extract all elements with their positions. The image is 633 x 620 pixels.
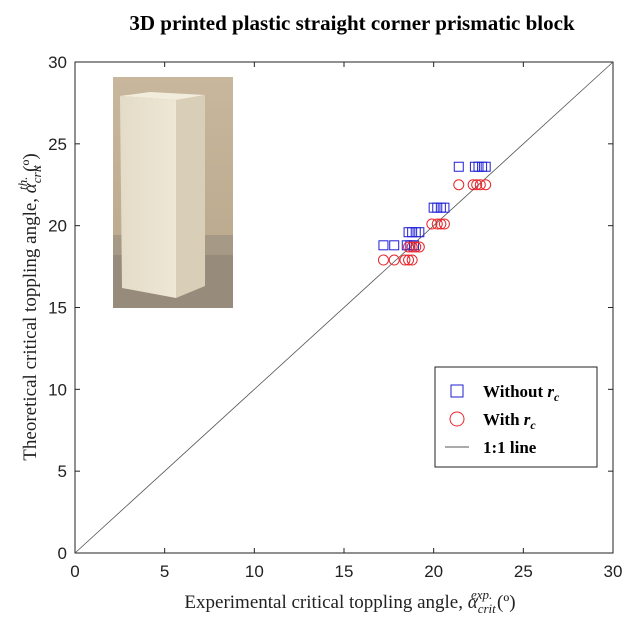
y-tick-label: 5 [58,462,67,481]
legend-subscript: c [530,418,536,432]
point [389,255,399,265]
legend-name: With [483,410,524,429]
x-tick-label: 10 [245,562,264,581]
point [454,180,464,190]
label-text: Experimental critical toppling angle, [184,592,467,613]
legend-label: Without rc [483,382,560,404]
y-tick-label: 25 [48,135,67,154]
chart: 3D printed plastic straight corner prism… [0,0,633,620]
point [454,162,463,171]
legend-name: With r [483,410,531,429]
y-tick-label: 20 [48,217,67,236]
legend-subscript: c [554,390,560,404]
legend-label: 1:1 line [483,438,537,457]
point [390,241,399,250]
y-axis-label: Theoretical critical toppling angle, αcr… [15,153,44,460]
axis-label-text: Experimental critical toppling angle, αc… [184,587,515,616]
legend-name: Without r [483,382,554,401]
label-superscript: exp. [471,587,492,602]
legend-label: With rc [483,410,536,432]
x-tick-label: 30 [604,562,623,581]
x-tick-label: 0 [70,562,79,581]
axis-label-text: Theoretical critical toppling angle, αcr… [15,153,44,460]
x-tick-label: 5 [160,562,169,581]
label-unit: (º) [20,153,41,176]
x-tick-label: 25 [514,562,533,581]
x-tick-label: 15 [335,562,354,581]
y-tick-label: 0 [58,544,67,563]
label-superscript: th. [15,177,30,190]
photo-inset [113,77,233,308]
point [378,255,388,265]
point [379,241,388,250]
y-tick-label: 10 [48,380,67,399]
x-axis-label: Experimental critical toppling angle, αc… [184,587,515,616]
series [378,180,490,265]
legend-name: Without [483,382,547,401]
x-tick-label: 20 [424,562,443,581]
y-tick-label: 15 [48,299,67,318]
label-text: Theoretical critical toppling angle, [20,193,41,460]
series [379,162,490,250]
label-unit: (º) [492,592,515,613]
y-tick-label: 30 [48,53,67,72]
chart-title: 3D printed plastic straight corner prism… [129,11,575,35]
legend-name: 1:1 line [483,438,537,457]
